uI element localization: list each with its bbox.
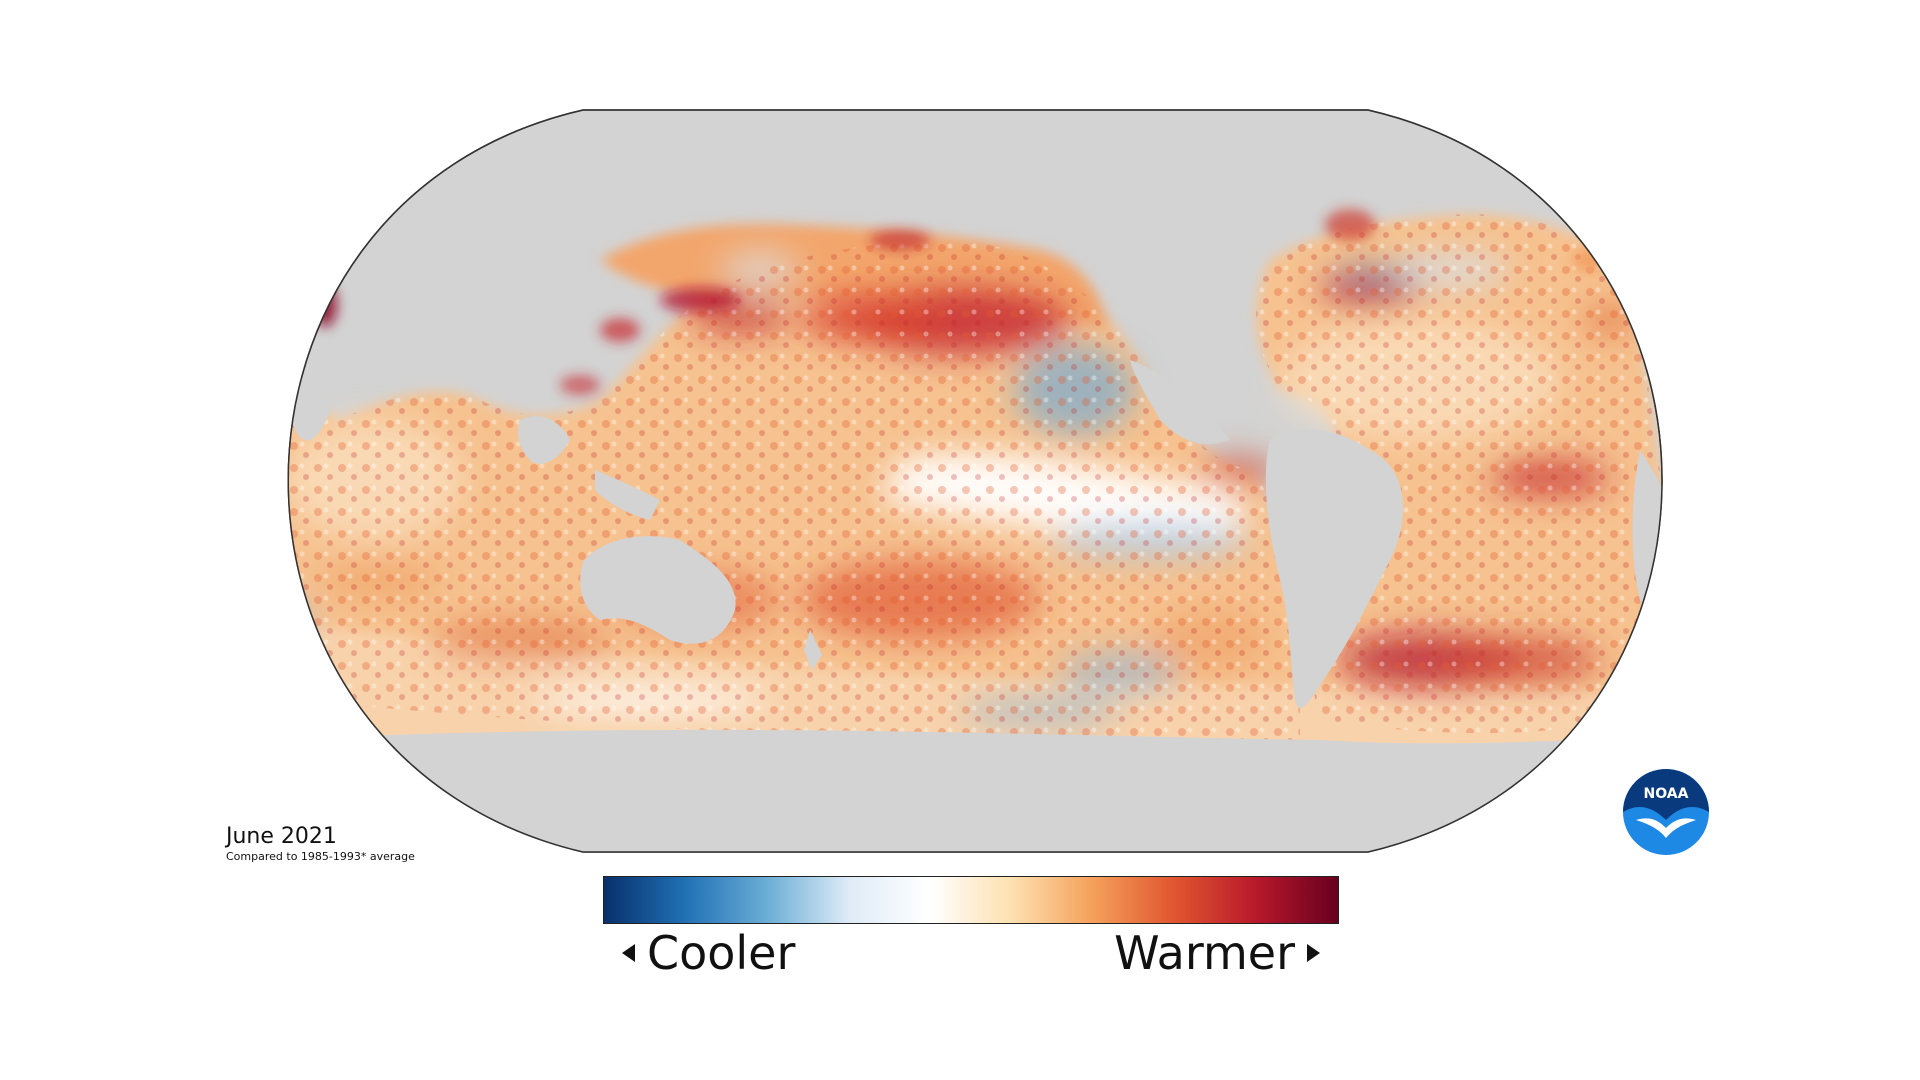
left-arrow-icon [622, 944, 635, 962]
ocean-anomaly-layer [288, 209, 1662, 852]
land-masses [288, 360, 1662, 852]
color-scale-bar [603, 876, 1339, 924]
map-date-label: June 2021 [226, 824, 337, 849]
noaa-logo-icon: NOAA [1623, 769, 1709, 855]
right-arrow-icon [1307, 944, 1320, 962]
legend-cooler: Cooler [622, 930, 795, 976]
legend-warmer-label: Warmer [1114, 926, 1295, 980]
map-comparison-note: Compared to 1985-1993* average [226, 850, 415, 863]
legend-warmer: Warmer [1114, 930, 1320, 976]
noaa-logo-bird [1636, 818, 1696, 838]
noaa-logo-top [1623, 769, 1709, 820]
legend-cooler-label: Cooler [647, 926, 796, 980]
noaa-logo-text: NOAA [1644, 786, 1689, 802]
